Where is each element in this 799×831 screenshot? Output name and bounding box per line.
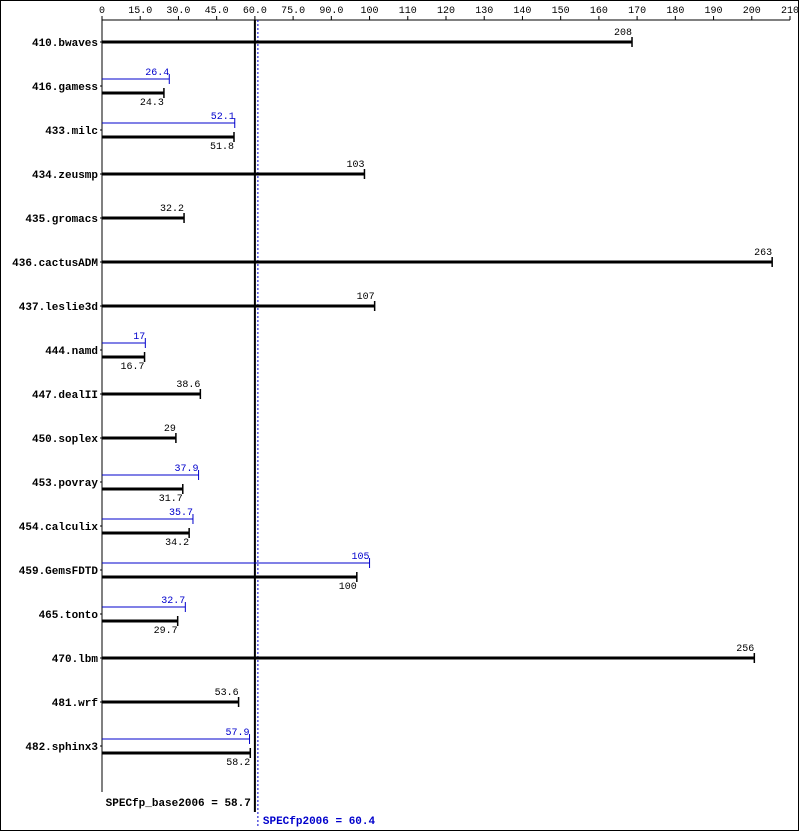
base-value: 34.2	[165, 538, 189, 549]
spec-chart: 0 15.0 30.0 45.0 60.0 75.0 90.0 100 110 120 130 140…	[0, 0, 799, 831]
base-value: 208	[614, 28, 632, 39]
tick-label: 170	[628, 6, 646, 17]
peak-value: 52.1	[211, 112, 235, 123]
tick-label: 45.0	[205, 6, 229, 17]
tick-label: 100	[361, 6, 379, 17]
peak-value: 37.9	[175, 464, 199, 475]
tick-label: 200	[743, 6, 761, 17]
benchmark-label: 459.GemsFDTD	[19, 566, 99, 578]
base-value: 32.2	[160, 204, 184, 215]
benchmark-label: 447.dealII	[32, 390, 98, 402]
base-value: 29	[164, 424, 176, 435]
tick-label: 210	[781, 6, 799, 17]
tick-label: 90.0	[319, 6, 343, 17]
base-value: 256	[736, 644, 754, 655]
base-value: 103	[346, 160, 364, 171]
benchmark-label: 410.bwaves	[32, 38, 98, 50]
chart-border	[1, 1, 799, 831]
base-value: 16.7	[121, 362, 145, 373]
tick-label: 190	[705, 6, 723, 17]
peak-value: 26.4	[145, 68, 169, 79]
benchmark-label: 433.milc	[45, 126, 98, 138]
base-value: 53.6	[215, 688, 239, 699]
benchmark-label: 437.leslie3d	[19, 302, 98, 314]
tick-label: 130	[475, 6, 493, 17]
tick-label: 30.0	[166, 6, 190, 17]
base-value: 24.3	[140, 98, 164, 109]
benchmark-label: 444.namd	[45, 346, 98, 358]
base-value: 31.7	[159, 494, 183, 505]
base-value: 38.6	[176, 380, 200, 391]
peak-value: 35.7	[169, 508, 193, 519]
benchmark-label: 470.lbm	[52, 654, 99, 666]
peak-value: 105	[352, 552, 370, 563]
tick-label: 15.0	[128, 6, 152, 17]
benchmark-label: 453.povray	[32, 478, 98, 490]
tick-label: 150	[552, 6, 570, 17]
tick-label: 140	[513, 6, 531, 17]
footer-peak-label: SPECfp2006 = 60.4	[263, 816, 376, 828]
benchmark-label: 434.zeusmp	[32, 170, 98, 182]
benchmark-label: 481.wrf	[52, 698, 99, 710]
peak-value: 57.9	[226, 728, 250, 739]
benchmark-label: 465.tonto	[39, 610, 99, 622]
tick-label: 160	[590, 6, 608, 17]
peak-value: 17	[133, 332, 145, 343]
tick-label: 180	[666, 6, 684, 17]
tick-label: 75.0	[281, 6, 305, 17]
peak-value: 32.7	[161, 596, 185, 607]
base-value: 107	[357, 292, 375, 303]
base-value: 100	[339, 582, 357, 593]
benchmark-label: 454.calculix	[19, 522, 99, 534]
benchmark-label: 435.gromacs	[25, 214, 98, 226]
base-value: 51.8	[210, 142, 234, 153]
benchmark-label: 482.sphinx3	[25, 742, 98, 754]
chart-svg: 0 15.0 30.0 45.0 60.0 75.0 90.0 100 110 120 130 140…	[0, 0, 799, 831]
base-value: 29.7	[154, 626, 178, 637]
tick-label: 120	[437, 6, 455, 17]
base-value: 263	[754, 248, 772, 259]
benchmark-label: 416.gamess	[32, 82, 98, 94]
tick-label: 110	[399, 6, 417, 17]
benchmark-label: 450.soplex	[32, 434, 98, 446]
tick-label: 0	[99, 6, 105, 17]
tick-label: 60.0	[243, 6, 267, 17]
footer-base-label: SPECfp_base2006 = 58.7	[106, 798, 251, 810]
base-value: 58.2	[226, 758, 250, 769]
benchmark-label: 436.cactusADM	[12, 258, 98, 270]
